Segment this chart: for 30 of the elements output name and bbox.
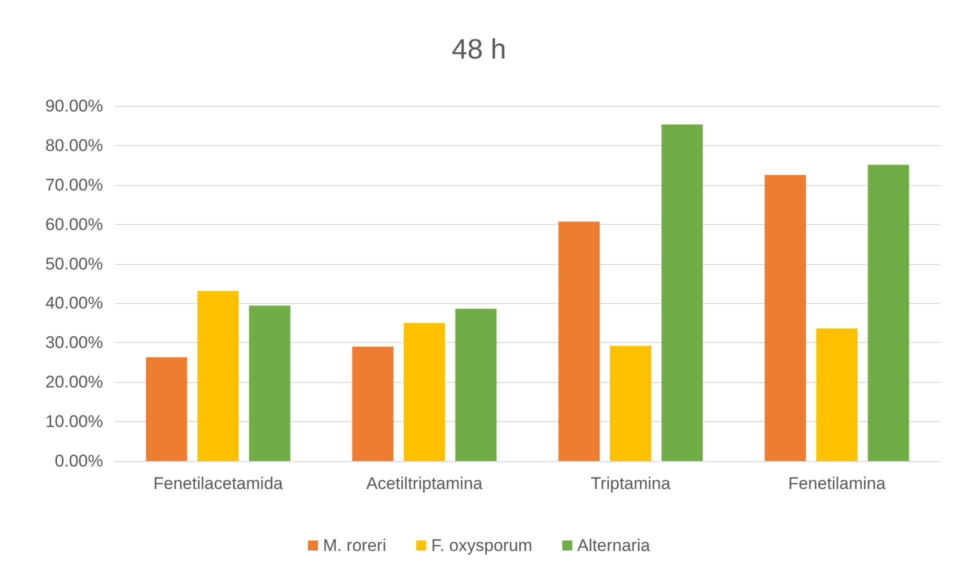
y-tick-label: 70.00% (45, 175, 103, 194)
bar (610, 346, 652, 461)
bar (868, 164, 910, 461)
y-tick-label: 90.00% (45, 96, 103, 116)
y-tick-label: 0.00% (54, 452, 103, 470)
chart-title: 48 h (452, 34, 506, 64)
legend-label: F. oxysporum (431, 536, 532, 555)
bar (146, 357, 188, 461)
y-tick-label: 50.00% (45, 254, 103, 274)
y-tick-label: 60.00% (45, 214, 103, 234)
y-tick-label: 30.00% (45, 333, 103, 352)
bar (662, 124, 703, 461)
bar (404, 322, 445, 461)
bar (764, 175, 806, 461)
y-tick-label: 20.00% (45, 372, 103, 392)
bar (249, 306, 290, 461)
x-tick-label: Triptamina (590, 474, 672, 493)
y-tick-label: 40.00% (45, 294, 103, 313)
bar (352, 346, 394, 461)
x-tick-label: Fenetilamina (788, 474, 886, 493)
bar (455, 308, 497, 461)
x-tick-label: Fenetilacetamida (153, 474, 284, 493)
y-tick-label: 10.00% (45, 412, 103, 432)
bar (198, 290, 239, 461)
x-tick-label: Acetiltriptamina (366, 474, 484, 493)
bar (816, 328, 858, 461)
legend-label: M. roreri (322, 536, 386, 555)
legend-label: Alternaria (577, 536, 651, 555)
y-tick-label: 80.00% (45, 136, 103, 155)
bar (558, 222, 600, 461)
